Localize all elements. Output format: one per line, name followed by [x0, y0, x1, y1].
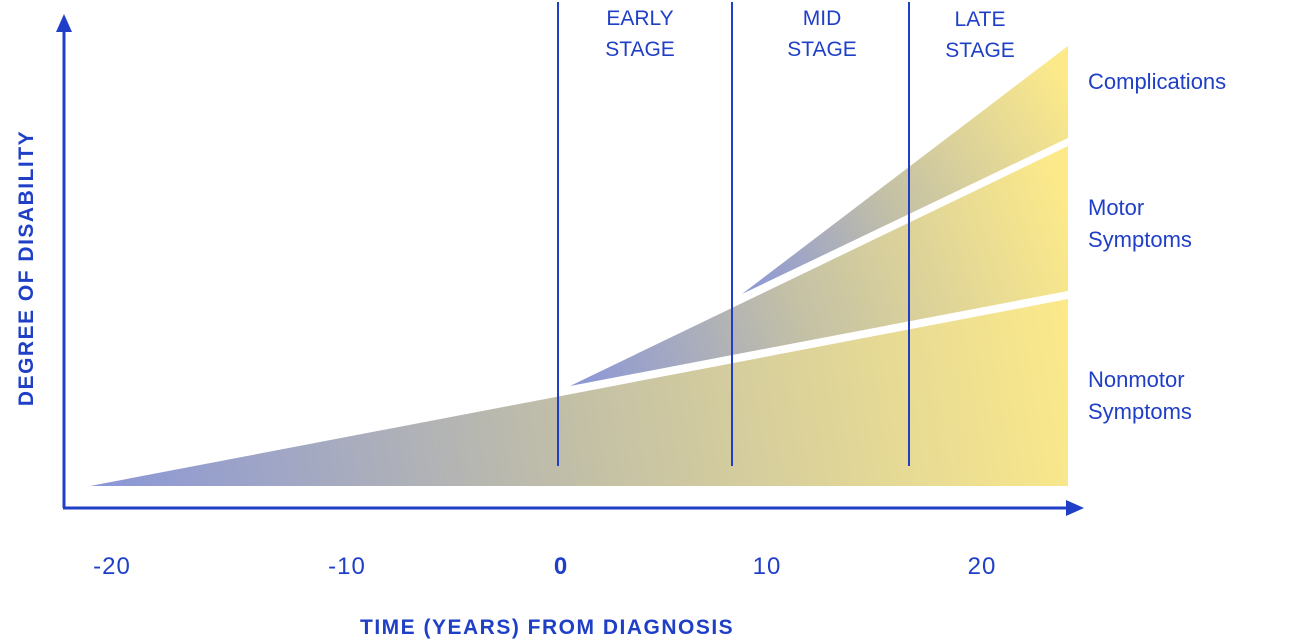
x-axis-arrowhead [1066, 500, 1084, 516]
complications-band [742, 46, 1068, 294]
y-axis-title: DEGREE OF DISABILITY [15, 129, 38, 407]
region-label-nonmotor-symptoms: Nonmotor Symptoms [1088, 367, 1192, 424]
nonmotor-symptoms-band [90, 299, 1068, 486]
y-axis-arrowhead [56, 14, 72, 32]
x-axis-title: TIME (YEARS) FROM DIAGNOSIS [360, 616, 735, 639]
stage-label-early: EARLY STAGE [605, 7, 675, 61]
x-tick-label: 20 [967, 553, 997, 580]
x-tick-label: -10 [328, 553, 366, 580]
x-tick-label: 0 [553, 553, 569, 580]
stage-label-mid: MID STAGE [787, 7, 857, 61]
stage-label-late: LATE STAGE [945, 8, 1015, 62]
x-tick-label: 10 [752, 553, 782, 580]
region-label-complications: Complications [1088, 69, 1227, 94]
x-tick-label: -20 [93, 553, 131, 580]
motor-symptoms-band [570, 146, 1068, 386]
region-label-motor-symptoms: Motor Symptoms [1088, 195, 1192, 252]
